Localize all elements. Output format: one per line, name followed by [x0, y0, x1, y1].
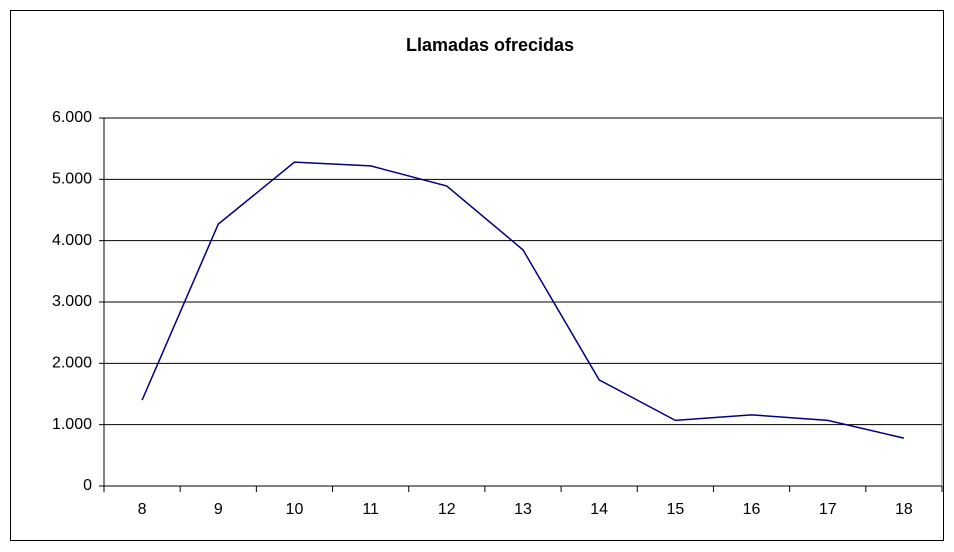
y-tick-label: 4.000 — [52, 232, 92, 249]
x-tick-label: 9 — [214, 501, 223, 518]
x-tick-label: 17 — [819, 501, 837, 518]
x-tick-label: 10 — [286, 501, 304, 518]
y-tick-label: 6.000 — [52, 109, 92, 126]
y-tick-label: 1.000 — [52, 416, 92, 433]
x-tick-label: 12 — [438, 501, 456, 518]
y-tick-label: 3.000 — [52, 293, 92, 310]
y-tick-label: 2.000 — [52, 355, 92, 372]
chart-title: Llamadas ofrecidas — [406, 35, 574, 55]
y-tick-label: 0 — [83, 477, 92, 494]
x-tick-label: 18 — [895, 501, 913, 518]
x-tick-label: 11 — [362, 501, 379, 518]
x-tick-label: 8 — [138, 501, 147, 518]
line-series — [141, 161, 905, 439]
x-tick-label: 16 — [743, 501, 761, 518]
y-tick-label: 5.000 — [52, 171, 92, 188]
x-tick-label: 13 — [514, 501, 532, 518]
x-tick-label: 14 — [590, 501, 608, 518]
x-tick-label: 15 — [666, 501, 684, 518]
